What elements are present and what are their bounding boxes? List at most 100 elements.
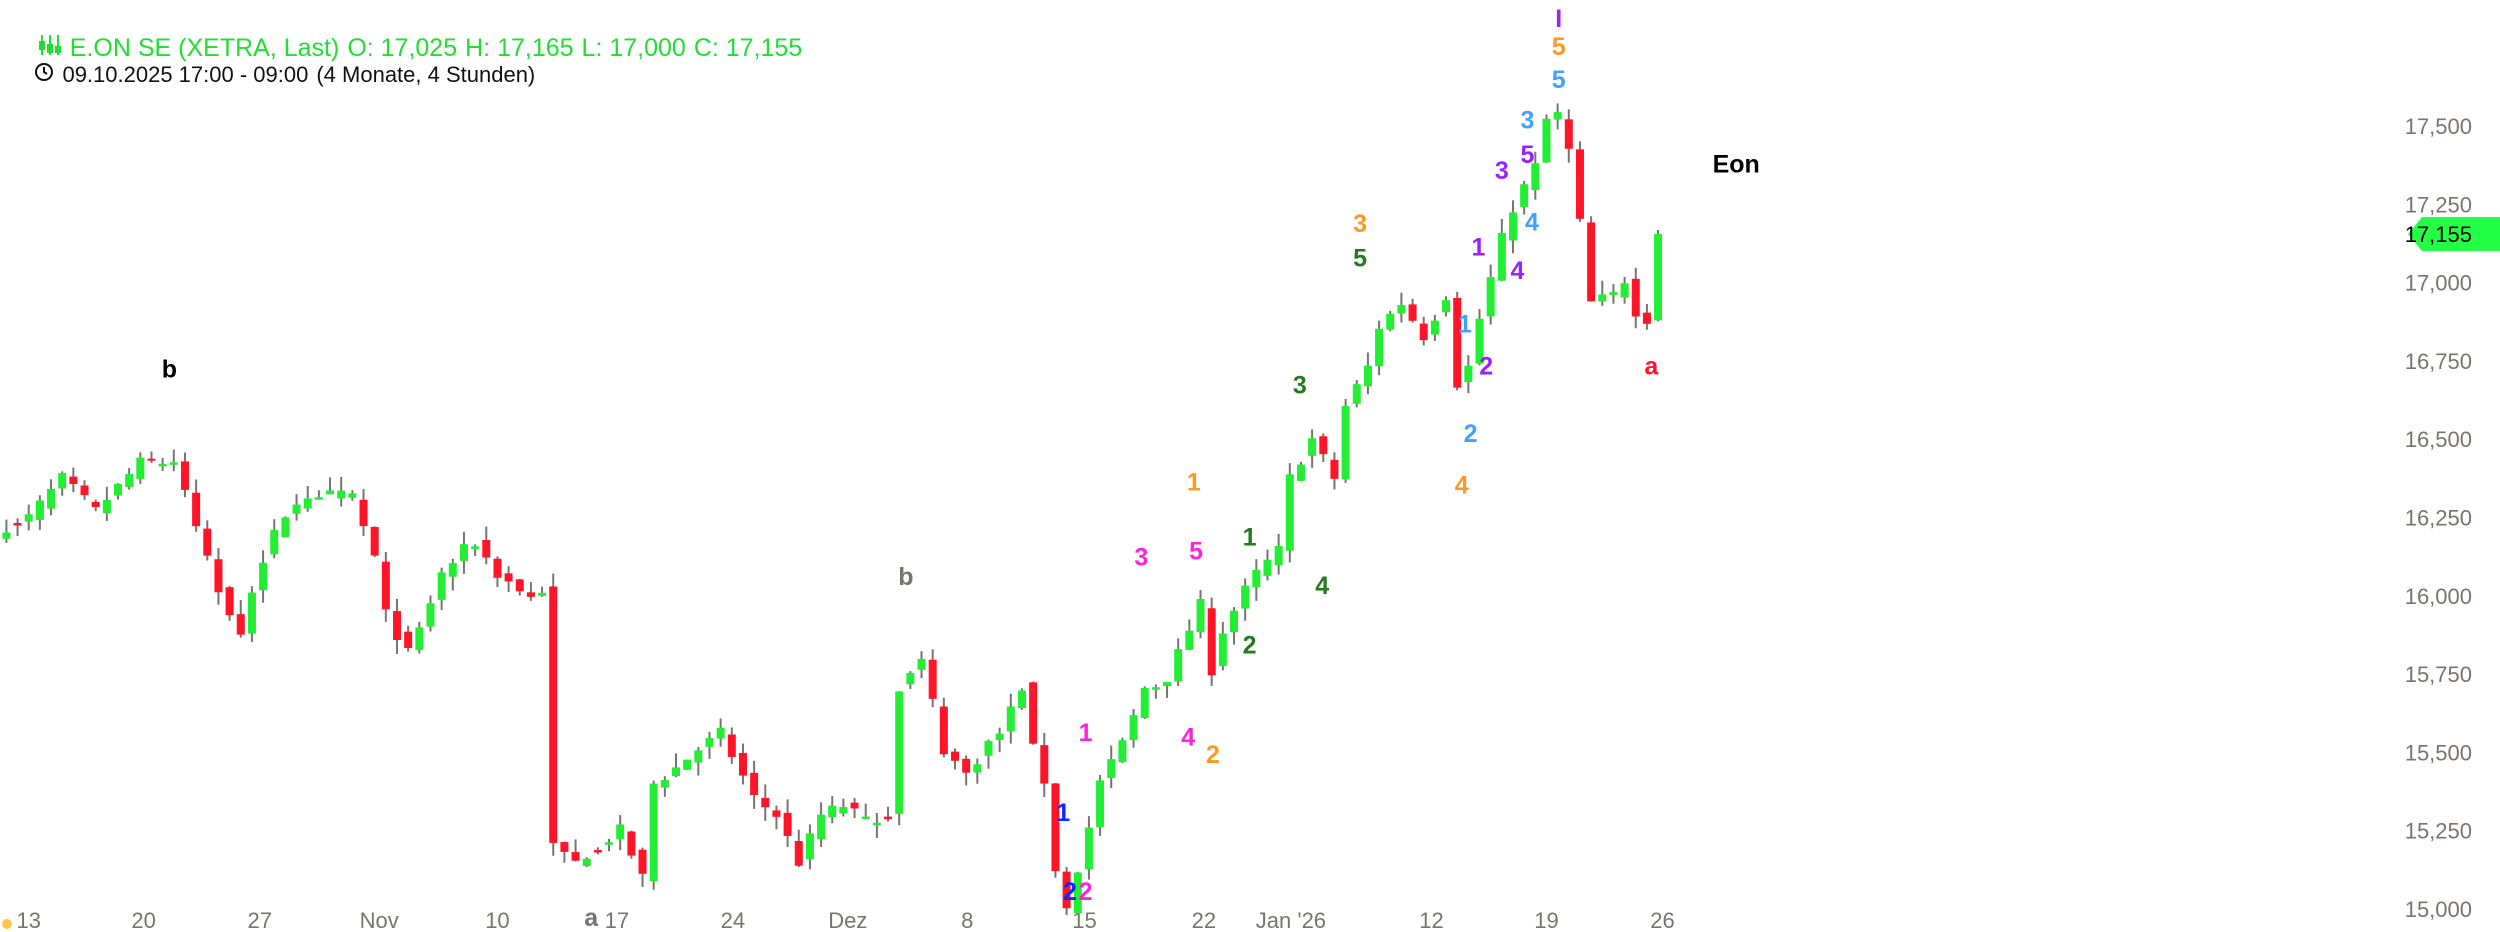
candle-up bbox=[1140, 688, 1149, 719]
candle-up bbox=[995, 733, 1004, 740]
candle-down bbox=[1062, 871, 1071, 909]
candle-up bbox=[694, 750, 703, 763]
candle-up bbox=[1598, 294, 1607, 302]
candle-down bbox=[549, 586, 558, 843]
candle-up bbox=[247, 592, 256, 634]
candle-down bbox=[504, 573, 513, 582]
candle-up bbox=[326, 490, 335, 495]
candle-up bbox=[1654, 234, 1663, 321]
candle-up bbox=[839, 806, 848, 814]
candle-down bbox=[850, 802, 859, 809]
candle-down bbox=[1408, 304, 1417, 321]
wave-label: 4 bbox=[1181, 724, 1195, 752]
candle-up bbox=[1241, 585, 1250, 609]
x-tick-label: 20 bbox=[131, 908, 155, 932]
candle-up bbox=[136, 457, 145, 480]
candlestick-icon bbox=[10, 4, 62, 93]
candle-up bbox=[459, 544, 468, 561]
candle-up bbox=[1163, 681, 1172, 687]
wave-label: 3 bbox=[1495, 157, 1509, 185]
candle-up bbox=[47, 488, 56, 509]
wave-label: 1 bbox=[1056, 799, 1070, 827]
wave-label: 5 bbox=[1189, 537, 1203, 565]
candle-down bbox=[761, 797, 770, 808]
candle-down bbox=[783, 812, 792, 836]
candle-down bbox=[13, 523, 22, 526]
wave-label: 5 bbox=[1552, 33, 1566, 61]
wave-label: 4 bbox=[1525, 209, 1539, 237]
candle-down bbox=[1631, 278, 1640, 317]
y-tick-label: 16,750 bbox=[2405, 349, 2472, 374]
wave-label: 1 bbox=[1187, 468, 1201, 496]
candle-down bbox=[1040, 745, 1049, 784]
candle-up bbox=[705, 737, 714, 747]
candle-up bbox=[660, 780, 669, 788]
candle-down bbox=[1587, 222, 1596, 302]
candle-up bbox=[895, 691, 904, 814]
candle-down bbox=[1051, 783, 1060, 872]
candle-down bbox=[928, 659, 937, 699]
y-tick-label: 16,000 bbox=[2405, 584, 2472, 609]
candle-down bbox=[1453, 297, 1462, 388]
candle-up bbox=[158, 463, 167, 467]
candle-up bbox=[817, 814, 826, 840]
x-tick-label: 10 bbox=[485, 908, 509, 932]
candle-up bbox=[1073, 872, 1082, 914]
candle-up bbox=[1341, 406, 1350, 480]
candle-up bbox=[1464, 365, 1473, 383]
candle-up bbox=[1375, 328, 1384, 367]
candle-up bbox=[1107, 759, 1116, 779]
candle-up bbox=[616, 824, 625, 840]
candle-up bbox=[1129, 715, 1138, 741]
candle-up bbox=[1084, 827, 1093, 870]
candle-up bbox=[1386, 313, 1395, 330]
candle-up bbox=[1430, 320, 1439, 335]
candle-up bbox=[984, 741, 993, 756]
candle-down bbox=[727, 734, 736, 757]
candle-down bbox=[1319, 436, 1328, 455]
candle-up bbox=[114, 484, 122, 496]
candle-up bbox=[292, 504, 301, 514]
candle-up bbox=[1006, 706, 1015, 732]
candle-up bbox=[805, 833, 814, 860]
candle-down bbox=[794, 840, 803, 866]
wave-label: I bbox=[1555, 5, 1562, 33]
candle-up bbox=[348, 493, 357, 498]
last-price-tag bbox=[2408, 217, 2500, 252]
candle-up bbox=[1520, 184, 1529, 207]
wave-label: 3 bbox=[1134, 544, 1148, 572]
y-tick-label: 15,000 bbox=[2405, 897, 2472, 922]
high-value: H: 17,165 bbox=[465, 34, 574, 62]
x-tick-label: 13 bbox=[16, 908, 40, 932]
wave-label: a bbox=[584, 904, 599, 932]
candle-down bbox=[69, 476, 78, 485]
wave-label: 3 bbox=[1293, 371, 1307, 399]
candle-up bbox=[1118, 740, 1127, 763]
candle-down bbox=[627, 831, 636, 856]
candle-up bbox=[314, 497, 323, 500]
candle-up bbox=[1531, 163, 1540, 191]
candle-down bbox=[1419, 323, 1428, 341]
x-tick-label: 27 bbox=[247, 908, 271, 932]
wave-label: 5 bbox=[1552, 66, 1566, 94]
wave-label: 4 bbox=[1511, 257, 1525, 285]
candle-down bbox=[359, 499, 368, 527]
candle-up bbox=[1151, 687, 1160, 690]
candle-up bbox=[58, 473, 67, 489]
candle-up bbox=[716, 727, 725, 739]
wave-label: 2 bbox=[1479, 353, 1493, 381]
candle-down bbox=[772, 810, 781, 817]
candle-down bbox=[147, 458, 156, 461]
candle-up bbox=[1096, 780, 1105, 828]
y-tick-label: 16,500 bbox=[2405, 427, 2472, 452]
open-value: O: 17,025 bbox=[347, 34, 458, 62]
candle-up bbox=[1196, 599, 1205, 633]
candle-up bbox=[872, 822, 881, 826]
wave-label: 1 bbox=[1471, 234, 1485, 262]
candle-down bbox=[1029, 682, 1038, 744]
x-tick-label: 22 bbox=[1192, 908, 1216, 932]
candle-down bbox=[1330, 459, 1339, 479]
candle-up bbox=[1017, 690, 1026, 709]
candle-up bbox=[102, 499, 111, 514]
